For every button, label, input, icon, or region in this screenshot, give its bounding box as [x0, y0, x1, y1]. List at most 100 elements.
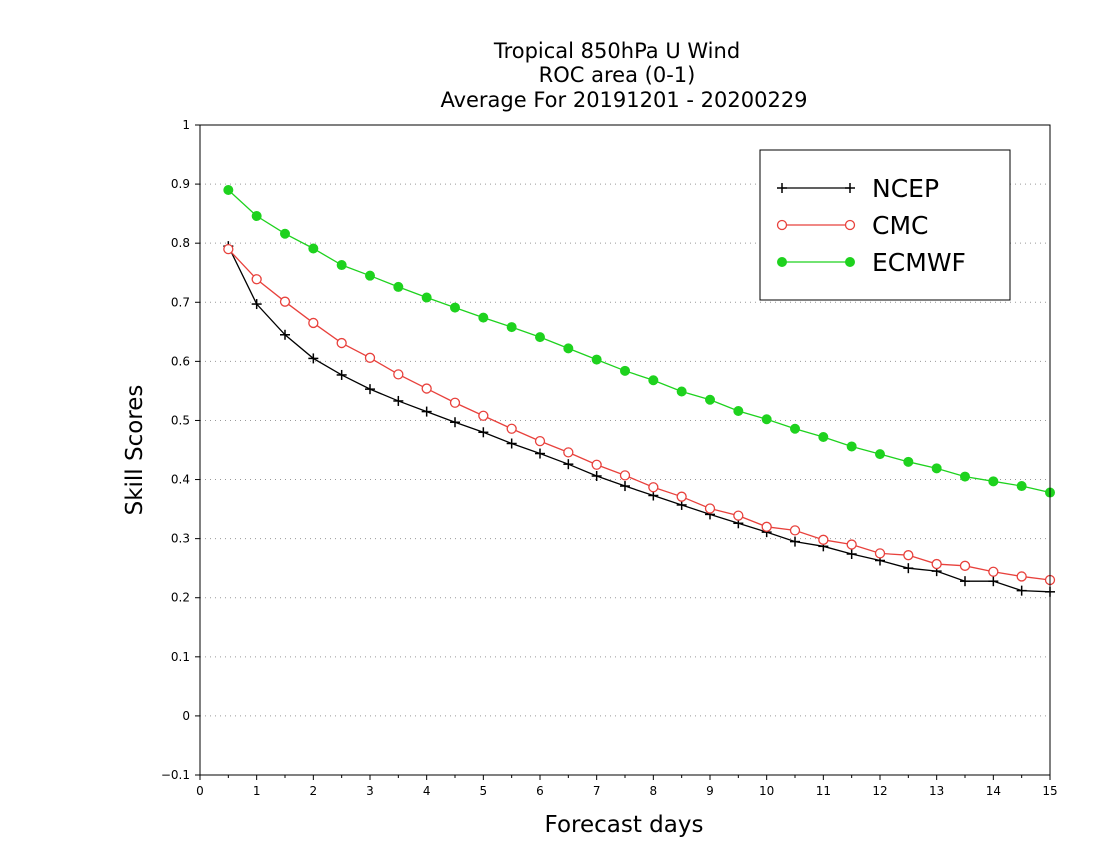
data-point-cmc [506, 423, 517, 434]
data-point-ecmwf [506, 322, 517, 333]
data-point-cmc [336, 337, 347, 349]
y-tick-label: 0.1 [171, 650, 190, 664]
y-tick-label: 0.4 [171, 473, 190, 487]
legend-marker-cmc [844, 219, 856, 231]
data-point-cmc [648, 482, 659, 493]
data-point-cmc [534, 435, 546, 447]
data-point-cmc [619, 470, 631, 481]
axis-ticks: −0.100.10.20.30.40.50.60.70.80.910 1 2 3 4 5 6… [161, 118, 1058, 798]
data-point-ecmwf [591, 354, 602, 365]
data-point-ncep [308, 353, 319, 364]
x-tick-label: 15 [1042, 784, 1057, 798]
data-point-ncep [790, 536, 800, 547]
data-point-ecmwf [223, 185, 234, 195]
y-tick-label: 0.8 [171, 236, 190, 250]
data-point-cmc [279, 296, 291, 307]
data-point-ncep [421, 406, 432, 417]
data-point-cmc [818, 534, 829, 545]
x-tick-label: 0 [196, 784, 204, 798]
data-point-ecmwf [478, 312, 489, 323]
data-point-ecmwf [393, 281, 404, 292]
legend-marker-ecmwf [845, 257, 855, 267]
legend-label-ecmwf: ECMWF [872, 248, 966, 277]
y-tick-label: 0.9 [171, 177, 190, 191]
data-point-ecmwf [733, 406, 744, 416]
chart-title: Tropical 850hPa U Wind ROC area (0-1) Av… [440, 39, 807, 112]
data-point-ecmwf [648, 375, 659, 386]
data-point-ecmwf [761, 414, 772, 425]
plot-frame [199, 124, 1051, 776]
data-point-cmc [563, 447, 574, 458]
data-point-ncep [903, 563, 914, 574]
data-point-ncep [563, 459, 574, 470]
data-point-cmc [733, 510, 744, 521]
data-point-ncep [478, 427, 489, 438]
data-point-ncep [620, 481, 630, 492]
data-point-cmc [364, 352, 376, 363]
data-point-cmc [676, 491, 687, 502]
data-point-ncep [1016, 585, 1027, 596]
legend-marker-cmc [776, 219, 788, 231]
series-cmc [223, 243, 1056, 586]
data-point-ncep [591, 471, 602, 481]
legend-label-ncep: NCEP [872, 174, 939, 203]
series-ecmwf [223, 185, 1055, 498]
x-tick-label: 13 [929, 784, 944, 798]
data-point-ecmwf [988, 476, 999, 487]
data-point-ecmwf [308, 243, 319, 254]
data-point-cmc [931, 558, 942, 570]
data-point-ncep [506, 438, 517, 449]
x-tick-label: 12 [872, 784, 887, 798]
x-tick-label: 1 [253, 784, 261, 798]
data-point-cmc [308, 317, 319, 329]
data-point-ecmwf [875, 449, 885, 460]
data-point-ecmwf [563, 343, 574, 354]
data-point-cmc [393, 369, 404, 380]
data-point-ecmwf [336, 260, 347, 271]
legend-marker-ecmwf [777, 257, 787, 267]
x-axis-label: Forecast days [545, 812, 704, 838]
x-tick-label: 7 [593, 784, 601, 798]
data-point-cmc [846, 539, 857, 550]
data-point-ecmwf [535, 332, 545, 343]
data-point-cmc [988, 566, 999, 577]
data-point-cmc [421, 383, 432, 394]
data-point-cmc [704, 503, 716, 514]
data-point-ecmwf [960, 471, 970, 482]
data-point-cmc [761, 521, 772, 532]
y-tick-label: 0.3 [171, 532, 190, 546]
y-tick-label: 0.7 [171, 295, 190, 309]
legend-label-cmc: CMC [872, 211, 928, 240]
data-point-ecmwf [676, 386, 687, 397]
data-point-cmc [903, 550, 914, 561]
data-point-cmc [959, 560, 971, 571]
data-point-ecmwf [1016, 481, 1027, 492]
data-point-cmc [478, 410, 489, 421]
data-point-ecmwf [620, 365, 630, 376]
y-axis-label: Skill Scores [122, 385, 148, 516]
legend-entry-ncep: NCEP [777, 174, 939, 203]
x-tick-label: 3 [366, 784, 374, 798]
x-tick-label: 9 [706, 784, 714, 798]
data-point-ecmwf [450, 302, 460, 313]
x-tick-label: 10 [759, 784, 774, 798]
x-tick-label: 5 [480, 784, 488, 798]
data-point-cmc [449, 397, 461, 408]
data-point-ecmwf [251, 211, 262, 221]
x-tick-label: 6 [536, 784, 544, 798]
legend-entries: NCEP CMC ECMWF [776, 174, 966, 277]
legend: NCEP CMC ECMWF [759, 149, 1011, 301]
data-point-cmc [223, 243, 234, 255]
legend-entry-cmc: CMC [776, 211, 928, 240]
data-point-ncep [280, 329, 290, 340]
x-tick-label: 4 [423, 784, 431, 798]
data-point-ncep [450, 417, 460, 428]
data-point-ecmwf [365, 270, 375, 281]
data-point-ecmwf [818, 432, 829, 442]
data-point-ecmwf [931, 463, 942, 474]
data-point-ecmwf [280, 228, 290, 239]
title-line-1: Tropical 850hPa U Wind [493, 39, 740, 63]
title-line-3: Average For 20191201 - 20200229 [440, 88, 807, 112]
x-tick-label: 8 [650, 784, 658, 798]
